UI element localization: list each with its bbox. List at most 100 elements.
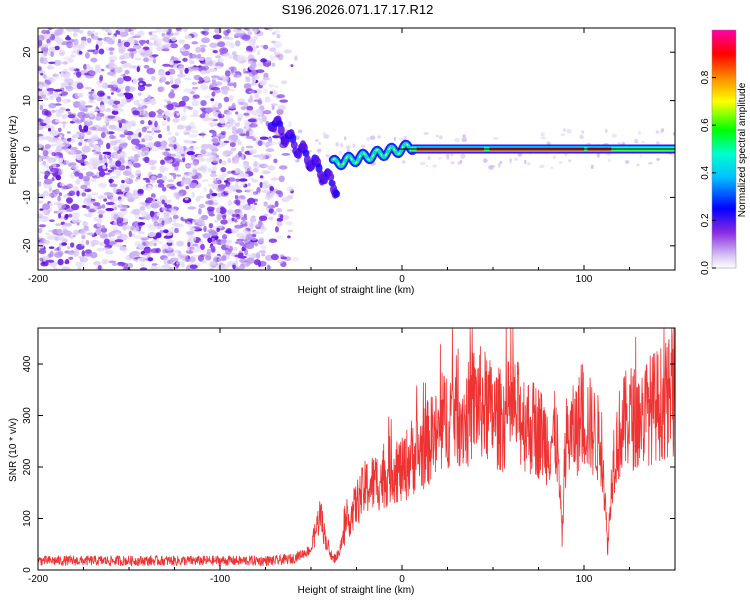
noise-speckle bbox=[272, 31, 276, 36]
noise-speckle bbox=[207, 237, 213, 243]
noise-speckle bbox=[226, 29, 231, 34]
noise-speckle bbox=[171, 84, 180, 89]
noise-speckle bbox=[169, 76, 174, 80]
noise-speckle bbox=[56, 247, 60, 251]
noise-speckle bbox=[167, 199, 172, 203]
noise-speckle bbox=[259, 80, 267, 86]
noise-speckle bbox=[201, 169, 208, 174]
noise-speckle bbox=[172, 218, 176, 223]
noise-speckle bbox=[262, 170, 271, 175]
noise-speckle bbox=[217, 102, 223, 109]
noise-speckle bbox=[151, 263, 158, 266]
noise-speckle bbox=[86, 63, 90, 70]
noise-speckle bbox=[208, 260, 217, 267]
noise-speckle bbox=[132, 110, 140, 116]
noise-speckle bbox=[44, 165, 49, 169]
noise-speckle bbox=[179, 70, 183, 75]
noise-speckle bbox=[113, 154, 122, 159]
noise-speckle bbox=[198, 240, 204, 245]
residual-speckle bbox=[514, 157, 519, 161]
noise-speckle bbox=[79, 158, 85, 164]
noise-speckle bbox=[122, 224, 127, 231]
noise-speckle bbox=[114, 239, 124, 243]
noise-speckle bbox=[204, 107, 214, 113]
noise-speckle bbox=[166, 238, 173, 244]
noise-speckle bbox=[221, 172, 228, 177]
noise-speckle bbox=[95, 151, 101, 155]
noise-speckle bbox=[110, 230, 116, 237]
noise-speckle bbox=[232, 51, 237, 56]
residual-speckle bbox=[540, 136, 546, 140]
noise-speckle bbox=[263, 201, 268, 207]
noise-speckle bbox=[156, 46, 163, 52]
noise-speckle bbox=[263, 110, 272, 115]
noise-speckle bbox=[238, 250, 243, 253]
noise-speckle bbox=[212, 34, 222, 40]
noise-speckle bbox=[205, 113, 209, 120]
noise-speckle bbox=[62, 61, 68, 65]
noise-speckle bbox=[83, 125, 89, 132]
noise-speckle bbox=[44, 240, 50, 245]
colorbar-frame bbox=[711, 29, 737, 269]
noise-speckle bbox=[120, 56, 126, 60]
noise-speckle bbox=[216, 187, 225, 193]
noise-speckle bbox=[159, 78, 163, 83]
noise-speckle bbox=[120, 197, 126, 202]
noise-speckle bbox=[53, 89, 63, 92]
noise-speckle bbox=[212, 180, 221, 185]
noise-speckle bbox=[95, 146, 102, 152]
noise-speckle bbox=[128, 252, 135, 260]
noise-speckle bbox=[79, 29, 84, 34]
trace-blob bbox=[333, 189, 340, 198]
noise-speckle bbox=[193, 94, 200, 99]
noise-speckle bbox=[199, 44, 207, 48]
noise-speckle bbox=[211, 192, 218, 197]
noise-speckle bbox=[156, 114, 164, 119]
colorbar-gradient bbox=[712, 30, 736, 268]
noise-speckle bbox=[43, 178, 53, 185]
noise-speckle bbox=[82, 175, 91, 182]
noise-speckle bbox=[238, 204, 244, 211]
noise-speckle bbox=[119, 213, 124, 219]
noise-speckle bbox=[203, 28, 210, 32]
noise-speckle bbox=[215, 207, 221, 214]
noise-speckle bbox=[230, 134, 239, 141]
noise-speckle bbox=[39, 105, 43, 111]
noise-speckle bbox=[250, 62, 257, 69]
noise-speckle bbox=[139, 82, 143, 86]
y-tick-label: 10 bbox=[22, 95, 33, 107]
noise-speckle bbox=[141, 126, 147, 133]
noise-speckle bbox=[201, 179, 209, 182]
noise-speckle bbox=[193, 74, 201, 81]
noise-speckle bbox=[263, 164, 269, 168]
noise-speckle bbox=[249, 217, 257, 223]
noise-speckle bbox=[243, 106, 247, 110]
noise-speckle bbox=[240, 173, 249, 178]
noise-speckle bbox=[258, 250, 267, 254]
noise-speckle bbox=[46, 38, 51, 45]
noise-speckle bbox=[65, 160, 70, 165]
noise-speckle bbox=[131, 138, 140, 146]
noise-speckle bbox=[194, 146, 199, 150]
residual-speckle bbox=[432, 164, 437, 168]
noise-speckle bbox=[97, 37, 103, 41]
noise-speckle bbox=[100, 227, 108, 233]
noise-speckle bbox=[203, 225, 207, 233]
noise-speckle bbox=[280, 214, 284, 220]
noise-speckle bbox=[278, 175, 285, 183]
noise-speckle bbox=[177, 159, 184, 163]
noise-speckle bbox=[235, 178, 241, 182]
noise-speckle bbox=[114, 232, 120, 236]
noise-speckle bbox=[181, 95, 190, 102]
noise-speckle bbox=[93, 216, 102, 222]
noise-speckle bbox=[102, 164, 107, 170]
noise-speckle bbox=[161, 48, 170, 52]
noise-speckle bbox=[148, 241, 155, 247]
noise-speckle bbox=[150, 202, 160, 209]
noise-speckle bbox=[228, 95, 234, 102]
noise-speckle bbox=[83, 63, 87, 70]
noise-speckle bbox=[107, 194, 113, 200]
noise-speckle bbox=[234, 241, 241, 245]
residual-speckle bbox=[403, 135, 407, 141]
noise-speckle bbox=[138, 132, 142, 138]
